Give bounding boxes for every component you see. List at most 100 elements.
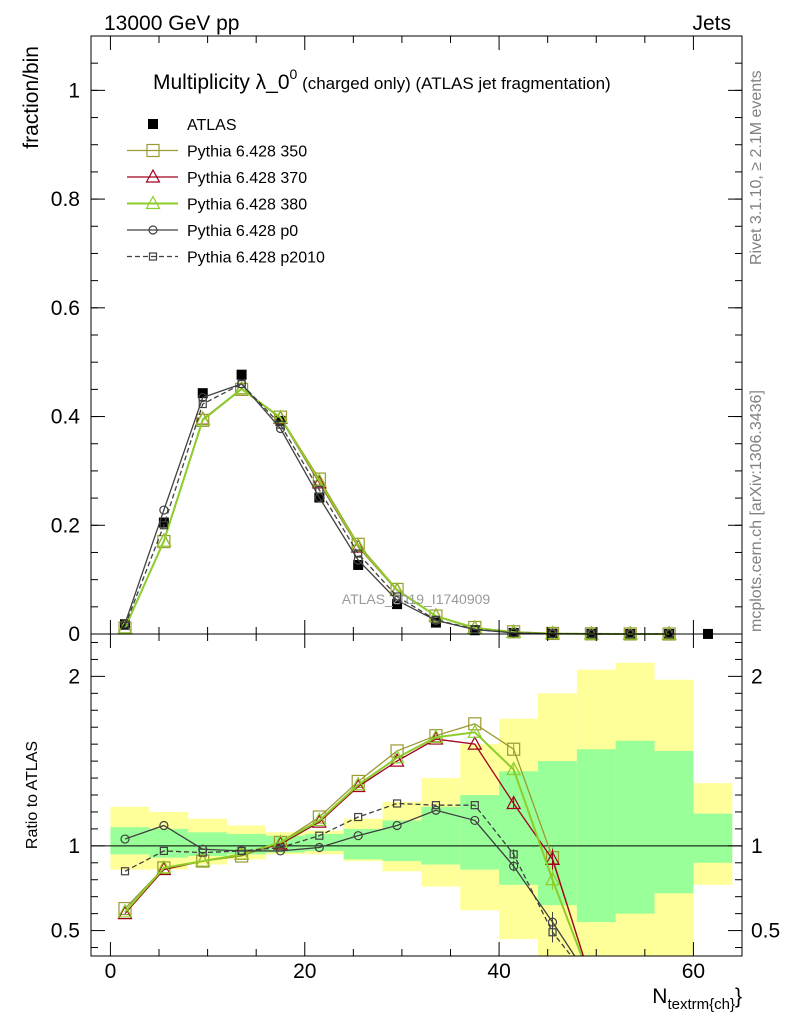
header-left: 13000 GeV pp <box>104 12 239 35</box>
ratio-point-pythia-6-428-p0 <box>314 842 324 853</box>
ratio-point-pythia-6-428-p2010 <box>120 867 130 876</box>
data-point-pythia-6-428-p2010 <box>470 625 479 634</box>
ratio-point-pythia-6-428-380 <box>389 749 405 764</box>
main-y-axis-label: fraction/bin <box>20 46 43 149</box>
green-band-bin <box>343 828 383 860</box>
main-plot-title-main: Multiplicity λ_0 <box>153 71 290 94</box>
legend-label-pythia-6-428-p2010: Pythia 6.428 p2010 <box>187 250 325 267</box>
ratio-point-pythia-6-428-p0 <box>392 820 402 831</box>
ratio-point-pythia-6-428-350 <box>507 742 521 756</box>
legend-label-atlas: ATLAS <box>187 117 237 134</box>
ratio-uncertainty-bands <box>110 662 733 956</box>
green-band-bin <box>654 750 694 894</box>
main-y-tick-label: 0.8 <box>51 188 80 211</box>
legend-marker-pythia-6-428-370 <box>145 168 161 183</box>
ratio-point-pythia-6-428-p2010 <box>392 799 402 808</box>
ratio-point-pythia-6-428-p0 <box>120 834 130 844</box>
legend-entry-atlas: ATLAS <box>148 117 237 134</box>
ratio-point-pythia-6-428-370 <box>467 735 483 750</box>
ratio-y-tick-label-right: 1 <box>751 835 763 858</box>
side-label-top: Rivet 3.1.10, ≥ 2.1M events <box>748 70 765 265</box>
ratio-point-pythia-6-428-350 <box>468 717 482 731</box>
legend-label-pythia-6-428-370: Pythia 6.428 370 <box>187 170 307 187</box>
ratio-point-pythia-6-428-p2010 <box>237 846 246 856</box>
ratio-point-pythia-6-428-380 <box>506 761 522 776</box>
main-axis-ticks: 0 0.2 0.4 0.6 0.8 1 <box>51 36 742 646</box>
ratio-point-pythia-6-428-370 <box>117 905 133 920</box>
data-point-pythia-6-428-p2010 <box>354 549 363 558</box>
main-watermark: ATLAS_2019_I1740909 <box>342 591 491 607</box>
data-point-pythia-6-428-p2010 <box>509 628 518 638</box>
legend-entry-pythia-6-428-p2010: Pythia 6.428 p2010 <box>127 250 325 267</box>
ratio-point-pythia-6-428-380 <box>350 776 366 791</box>
ratio-y-axis-label: Ratio to ATLAS <box>24 741 41 849</box>
data-point-pythia-6-428-380 <box>350 537 366 552</box>
data-point-pythia-6-428-380 <box>195 411 211 426</box>
ratio-point-pythia-6-428-p2010 <box>354 812 363 822</box>
data-point-pythia-6-428-p2010 <box>237 379 246 389</box>
data-point-pythia-6-428-380 <box>156 532 172 547</box>
data-point-atlas <box>353 559 364 570</box>
legend-entry-pythia-6-428-350: Pythia 6.428 350 <box>127 144 307 161</box>
ratio-point-pythia-6-428-380 <box>545 871 561 886</box>
ratio-y-tick-label-left: 1 <box>68 835 80 858</box>
ratio-point-pythia-6-428-370 <box>506 795 522 810</box>
data-point-atlas <box>236 369 247 380</box>
main-y-tick-label: 1 <box>68 79 80 102</box>
ratio-point-pythia-6-428-p0 <box>509 861 519 871</box>
ratio-point-pythia-6-428-380 <box>467 724 483 738</box>
ratio-point-pythia-6-428-380 <box>311 812 327 827</box>
ratio-point-pythia-6-428-370 <box>156 861 172 876</box>
header-right: Jets <box>692 12 731 35</box>
data-point-pythia-6-428-p0 <box>159 505 169 515</box>
legend-entry-pythia-6-428-380: Pythia 6.428 380 <box>127 195 307 214</box>
data-point-pythia-6-428-p2010 <box>198 399 207 409</box>
ratio-point-pythia-6-428-380 <box>156 859 172 874</box>
ratio-point-pythia-6-428-380 <box>195 852 211 867</box>
green-band-bin <box>499 771 538 885</box>
ratio-y-tick-label-left: 2 <box>68 665 80 688</box>
data-point-pythia-6-428-380 <box>389 581 405 596</box>
data-point-pythia-6-428-p2010 <box>120 621 130 630</box>
x-tick-label: 20 <box>293 960 316 983</box>
x-axis-label-sub: textrm{ch} <box>667 996 735 1013</box>
legend-marker-pythia-6-428-350 <box>146 143 160 158</box>
data-point-pythia-6-428-350 <box>196 413 210 427</box>
x-tick-label: 60 <box>682 960 705 983</box>
data-point-atlas <box>158 517 169 528</box>
ratio-point-pythia-6-428-p0 <box>431 805 441 815</box>
x-axis-label-main: N <box>652 985 667 1008</box>
ratio-plot-panel: 0.5 0.5 1 1 2 2 Ratio to ATLAS <box>24 633 780 957</box>
green-band-bin <box>149 828 189 858</box>
main-plot-title-tail: (charged only) (ATLAS jet fragmentation) <box>297 74 610 93</box>
legend-label-pythia-6-428-p0: Pythia 6.428 p0 <box>187 223 298 240</box>
legend-marker-pythia-6-428-p2010 <box>148 252 158 261</box>
main-y-tick-label: 0 <box>68 623 80 646</box>
green-band-bin <box>382 820 422 862</box>
ratio-point-pythia-6-428-380 <box>428 729 444 743</box>
ratio-point-pythia-6-428-p2010 <box>431 801 441 810</box>
ratio-point-pythia-6-428-370 <box>350 778 366 793</box>
main-plot-title-sup: 0 <box>290 66 298 82</box>
legend: ATLAS Pythia 6.428 350 Pythia 6.428 370 Pyt… <box>127 117 325 267</box>
legend-label-pythia-6-428-350: Pythia 6.428 350 <box>187 144 307 161</box>
ratio-y-tick-label-right: 2 <box>751 665 763 688</box>
ratio-point-pythia-6-428-350 <box>118 901 132 916</box>
ratio-series-pythia-6-428-p2010 <box>120 799 573 956</box>
ratio-y-tick-label-left: 0.5 <box>51 920 80 943</box>
ratio-point-pythia-6-428-p2010 <box>548 928 557 937</box>
ratio-axis-ticks: 0.5 0.5 1 1 2 2 <box>51 634 780 956</box>
ratio-point-pythia-6-428-p2010 <box>159 846 168 856</box>
data-point-pythia-6-428-p2010 <box>159 521 168 530</box>
main-plot-title: Multiplicity λ_00 (charged only) (ATLAS … <box>153 66 611 94</box>
main-plot-panel: 0 0.2 0.4 0.6 0.8 1 ATLAS_2019_I1740909 fract… <box>20 35 743 646</box>
ratio-point-pythia-6-428-p0 <box>353 831 363 841</box>
ratio-point-pythia-6-428-p2010 <box>509 850 518 859</box>
ratio-point-pythia-6-428-p2010 <box>198 848 207 857</box>
data-point-pythia-6-428-p2010 <box>392 592 402 601</box>
ratio-point-pythia-6-428-p2010 <box>315 831 324 840</box>
ratio-point-pythia-6-428-380 <box>117 903 133 918</box>
data-point-pythia-6-428-p2010 <box>276 420 285 429</box>
side-label-bottom: mcplots.cern.ch [arXiv:1306.3436] <box>748 390 765 632</box>
